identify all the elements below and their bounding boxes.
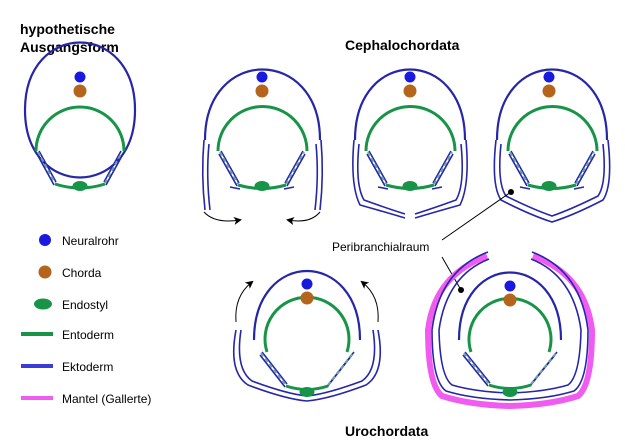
- gill-wall: [218, 150, 306, 187]
- gill-slits: [37, 151, 123, 184]
- peribranchialraum-marker: [458, 287, 464, 293]
- gill-wall: [462, 351, 558, 387]
- gill-wall: [36, 150, 124, 186]
- ectoderm-outline: [252, 269, 362, 341]
- arrow-fold-right: [286, 211, 321, 226]
- ectoderm-outline: [353, 68, 467, 141]
- gill-slits: [509, 151, 595, 185]
- leader-to-cephalo: [441, 191, 512, 241]
- legend-label-entoderm: Entoderm: [62, 328, 114, 342]
- title-urochordata: Urochordata: [345, 423, 428, 439]
- legend-label-chorda: Chorda: [62, 266, 102, 280]
- legend: Neuralrohr Chorda Endostyl Entoderm Ekto…: [21, 234, 151, 406]
- outer-fold: [232, 329, 382, 402]
- entoderm-arc: [216, 105, 309, 152]
- neuralrohr-dot: [74, 71, 86, 83]
- chorda-dot: [73, 84, 87, 98]
- entoderm-arc: [364, 105, 457, 152]
- inner-fold: [499, 143, 605, 217]
- inner-fold: [238, 329, 376, 397]
- ectoderm-outline: [203, 68, 322, 141]
- chorda-dot: [542, 84, 556, 98]
- chorda-dot: [403, 84, 417, 98]
- body-floor: [229, 186, 295, 190]
- legend-label-endostyl: Endostyl: [62, 298, 108, 312]
- body-floor: [519, 186, 585, 190]
- figure-cephalochordata-stage3: [493, 68, 611, 223]
- gill-wall: [366, 150, 454, 187]
- right-fold: [414, 139, 468, 219]
- figure-urochordata-stage1: [232, 269, 382, 402]
- arrow-fold-left: [203, 211, 242, 225]
- right-fold: [314, 139, 324, 211]
- gill-slits: [367, 151, 453, 185]
- left-fold: [352, 139, 406, 219]
- chorda-dot: [503, 293, 517, 307]
- endostyl-blob: [502, 387, 518, 397]
- gill-wall: [508, 150, 596, 187]
- outer-atrial-wall: [431, 251, 589, 401]
- figure-cephalochordata-stage1: [201, 68, 324, 226]
- figure-hypothetical-ancestor: [23, 41, 137, 191]
- entoderm-arc: [263, 295, 351, 353]
- arrow-fold-up-right: [360, 280, 379, 323]
- ectoderm-outline: [23, 41, 137, 179]
- neuralrohr-dot: [543, 71, 555, 83]
- legend-swatch-chorda: [38, 265, 52, 279]
- neuralrohr-dot: [504, 280, 516, 292]
- outer-fold: [493, 139, 611, 223]
- ectoderm-outline: [457, 271, 563, 341]
- legend-swatch-neuralrohr: [39, 234, 51, 246]
- neuralrohr-dot: [301, 278, 313, 290]
- ectoderm-outline: [495, 68, 609, 141]
- neuralrohr-dot: [256, 71, 268, 83]
- title-hypothetical-line1: hypothetische: [20, 21, 115, 37]
- legend-label-ektoderm: Ektoderm: [62, 360, 113, 374]
- endostyl-blob: [541, 181, 557, 191]
- mantel-layer: [424, 253, 596, 410]
- title-cephalochordata: Cephalochordata: [345, 37, 460, 53]
- body-floor: [377, 186, 443, 190]
- figure-cephalochordata-stage2: [352, 68, 468, 219]
- entoderm-arc: [34, 105, 126, 152]
- endostyl-blob: [254, 181, 270, 191]
- label-peribranchialraum: Peribranchialraum: [332, 240, 429, 254]
- chorda-dot: [255, 84, 269, 98]
- endostyl-blob: [402, 181, 418, 191]
- endostyl-blob: [299, 387, 315, 397]
- entoderm-arc: [506, 105, 599, 152]
- chorda-dot: [300, 291, 314, 305]
- legend-label-mantel: Mantel (Gallerte): [62, 392, 151, 406]
- gill-wall: [259, 351, 355, 388]
- title-hypothetical-line2: Ausgangsform: [20, 39, 119, 55]
- neuralrohr-dot: [404, 71, 416, 83]
- figure-urochordata-stage2: [424, 251, 596, 410]
- legend-swatch-endostyl: [34, 298, 52, 310]
- legend-label-neuralrohr: Neuralrohr: [62, 234, 119, 248]
- gill-slits: [219, 151, 305, 185]
- arrow-fold-up-left: [235, 280, 254, 323]
- leader-to-uro: [441, 256, 462, 291]
- left-fold: [201, 139, 211, 211]
- endostyl-blob: [72, 181, 88, 191]
